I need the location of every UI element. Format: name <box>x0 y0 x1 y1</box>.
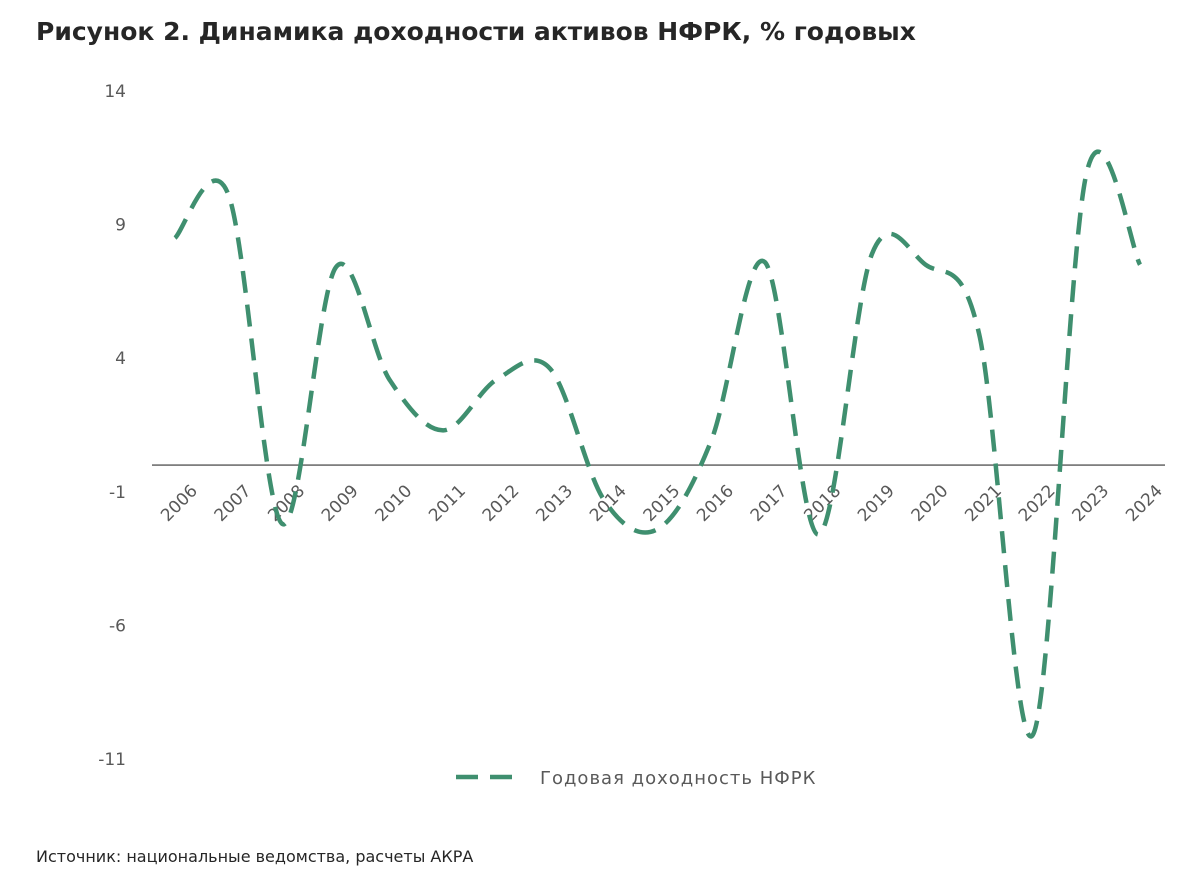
x-tick-label: 2010 <box>372 481 417 526</box>
legend-label: Годовая доходность НФРК <box>540 768 816 789</box>
y-tick-label: -6 <box>109 616 126 636</box>
x-tick-label: 2023 <box>1068 481 1113 526</box>
x-tick-label: 2019 <box>854 481 899 526</box>
x-tick-label: 2013 <box>532 481 577 526</box>
x-tick-label: 2011 <box>425 481 470 526</box>
x-tick-label: 2012 <box>479 481 524 526</box>
x-tick-label: 2022 <box>1015 481 1060 526</box>
x-tick-label: 2018 <box>800 481 845 526</box>
y-tick-label: 14 <box>104 82 126 102</box>
y-tick-label: 4 <box>115 349 126 369</box>
source-note: Источник: национальные ведомства, расчет… <box>36 847 473 866</box>
y-tick-label: 9 <box>115 216 126 236</box>
x-tick-label: 2024 <box>1122 481 1167 526</box>
y-tick-label: -11 <box>98 750 126 770</box>
y-tick-label: -1 <box>109 483 126 503</box>
data-line <box>173 149 1143 739</box>
x-tick-label: 2020 <box>908 481 953 526</box>
x-tick-label: 2015 <box>640 481 685 526</box>
x-tick-label: 2006 <box>157 481 202 526</box>
x-tick-label: 2007 <box>211 481 256 526</box>
x-tick-label: 2016 <box>693 481 738 526</box>
x-tick-label: 2009 <box>318 481 363 526</box>
x-tick-label: 2017 <box>747 481 792 526</box>
chart-title: Рисунок 2. Динамика доходности активов Н… <box>36 17 916 46</box>
x-tick-label: 2014 <box>586 481 631 526</box>
